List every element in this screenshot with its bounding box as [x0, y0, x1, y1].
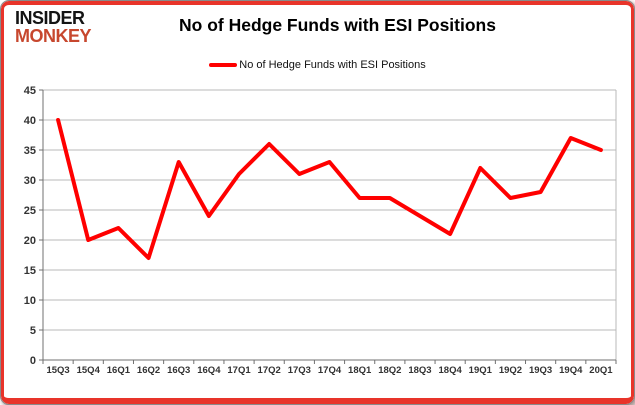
- x-tick-label: 17Q3: [288, 365, 311, 376]
- insider-monkey-logo: INSIDER MONKEY: [15, 8, 92, 46]
- x-tick-label: 17Q1: [227, 365, 251, 376]
- y-tick-label: 0: [30, 355, 36, 367]
- x-tick-label: 19Q3: [529, 365, 552, 376]
- y-tick-label: 30: [24, 175, 36, 187]
- x-axis-labels: 15Q3 15Q4 16Q1 16Q2 16Q3 16Q4 17Q1 17Q2 17Q3 17Q4…: [46, 365, 613, 376]
- x-tick-label: 16Q4: [197, 365, 221, 376]
- x-tick-label: 18Q1: [348, 365, 372, 376]
- y-tick-label: 15: [24, 265, 36, 277]
- legend-label: No of Hedge Funds with ESI Positions: [239, 59, 426, 71]
- x-tick-label: 19Q4: [559, 365, 583, 376]
- x-tick-label: 19Q1: [469, 365, 493, 376]
- axes: [39, 89, 617, 364]
- x-tick-label: 19Q2: [499, 365, 522, 376]
- x-tick-label: 16Q3: [167, 365, 190, 376]
- y-tick-label: 5: [30, 325, 36, 337]
- x-tick-label: 17Q4: [318, 365, 342, 376]
- x-tick-label: 17Q2: [258, 365, 281, 376]
- y-axis-labels: 0 5 10 15 20 25 30 35 40 45: [24, 85, 36, 367]
- x-tick-label: 15Q3: [46, 365, 69, 376]
- x-tick-label: 16Q2: [137, 365, 160, 376]
- x-tick-label: 20Q1: [589, 365, 613, 376]
- y-tick-label: 20: [24, 235, 36, 247]
- x-tick-label: 15Q4: [77, 365, 101, 376]
- y-tick-label: 10: [24, 295, 36, 307]
- x-tick-label: 18Q4: [439, 365, 463, 376]
- x-tick-label: 18Q2: [378, 365, 401, 376]
- x-tick-label: 18Q3: [408, 365, 431, 376]
- y-tick-label: 45: [24, 85, 36, 97]
- logo-text-monkey: MONKEY: [15, 25, 92, 46]
- series-line: [56, 118, 603, 260]
- logo-text-insider: INSIDER: [15, 8, 85, 28]
- y-tick-label: 40: [24, 115, 36, 127]
- gridlines: [43, 89, 617, 360]
- y-tick-label: 35: [24, 145, 36, 157]
- chart-title: No of Hedge Funds with ESI Positions: [179, 15, 496, 35]
- chart-legend: No of Hedge Funds with ESI Positions: [1, 57, 634, 73]
- y-tick-label: 25: [24, 205, 36, 217]
- legend-line-swatch: [209, 63, 238, 67]
- x-tick-label: 16Q1: [107, 365, 131, 376]
